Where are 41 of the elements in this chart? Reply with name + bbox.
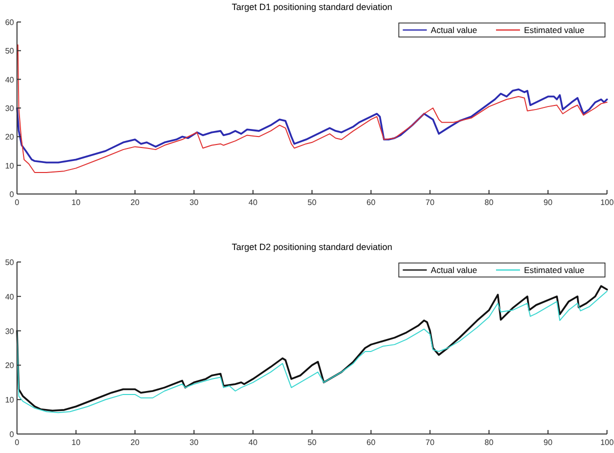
legend-label: Actual value	[430, 25, 478, 35]
y-tick-label: 20	[5, 132, 15, 142]
x-tick-label: 100	[600, 438, 614, 447]
chart-title: Target D2 positioning standard deviation	[232, 242, 392, 252]
legend-label: Actual value	[430, 265, 478, 275]
y-tick-label: 20	[5, 361, 15, 370]
x-tick-label: 10	[72, 198, 81, 207]
x-tick-label: 30	[190, 198, 199, 207]
y-tick-label: 50	[5, 258, 15, 267]
y-tick-label: 10	[5, 161, 15, 170]
x-tick-label: 40	[248, 198, 258, 207]
x-tick-label: 80	[484, 198, 494, 207]
y-tick-label: 0	[10, 430, 15, 439]
x-tick-label: 60	[366, 438, 376, 447]
y-tick-label: 10	[5, 396, 15, 405]
legend-label: Estimated value	[524, 25, 585, 35]
y-tick-label: 40	[5, 75, 15, 84]
x-tick-label: 60	[366, 198, 376, 207]
y-tick-label: 30	[5, 326, 15, 336]
x-tick-label: 30	[190, 438, 199, 447]
line-series	[17, 44, 608, 173]
line-series	[16, 88, 608, 164]
legend-label: Estimated value	[524, 265, 585, 275]
x-tick-label: 50	[308, 438, 317, 447]
x-tick-label: 40	[248, 438, 258, 447]
y-tick-label: 0	[10, 190, 15, 199]
y-tick-label: 50	[5, 46, 15, 56]
chart-title: Target D1 positioning standard deviation	[232, 2, 392, 12]
x-tick-label: 80	[484, 438, 494, 447]
x-tick-label: 20	[130, 198, 140, 207]
y-tick-label: 60	[5, 18, 15, 27]
x-tick-label: 10	[72, 438, 81, 447]
x-tick-label: 20	[130, 438, 140, 447]
x-tick-label: 70	[426, 438, 435, 447]
x-tick-label: 90	[544, 198, 553, 207]
x-tick-label: 50	[308, 198, 317, 207]
y-tick-label: 40	[5, 292, 15, 302]
x-tick-label: 100	[600, 198, 614, 207]
x-tick-label: 90	[544, 438, 553, 447]
x-tick-label: 70	[426, 198, 435, 207]
y-tick-label: 30	[5, 104, 15, 113]
